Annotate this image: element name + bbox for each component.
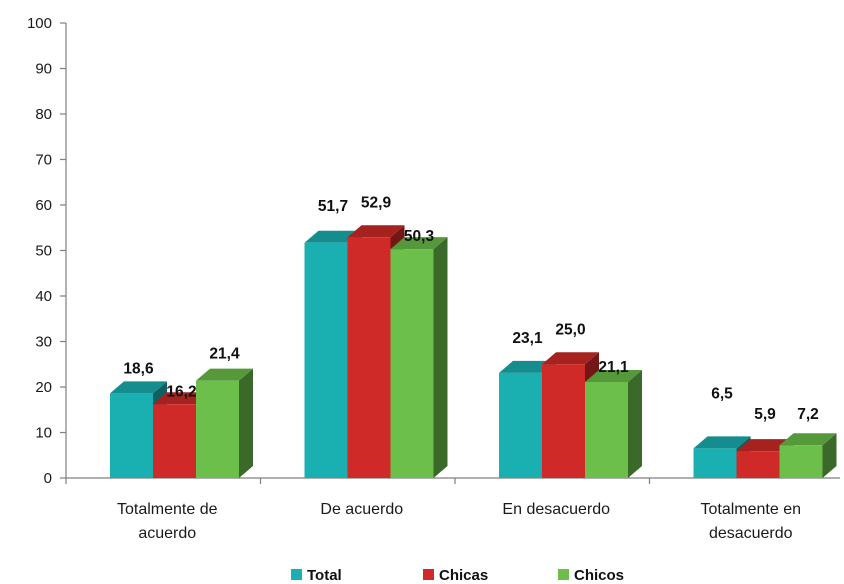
bar-top <box>693 436 751 449</box>
legend-label: Total <box>307 567 342 584</box>
bar-side <box>822 433 837 478</box>
y-tick-label: 0 <box>44 470 52 487</box>
data-label-total-4: 6,5 <box>711 385 733 402</box>
legend: Total Chicas Chicos <box>291 567 624 584</box>
bar-front <box>499 372 542 478</box>
bar-chicos-4 <box>779 433 837 478</box>
data-label-total-1: 18,6 <box>123 360 154 377</box>
x-category-label: Totalmente en <box>700 501 801 518</box>
bar-top <box>542 352 599 365</box>
x-category-label: En desacuerdo <box>502 501 610 518</box>
bar-front <box>736 451 780 478</box>
bar-front <box>196 380 239 478</box>
bar-front <box>110 393 153 478</box>
legend-item-chicas: Chicas <box>423 567 488 584</box>
data-label-chicas-1: 16,2 <box>166 383 196 400</box>
data-label-chicos-4: 7,2 <box>797 406 819 423</box>
bar-side <box>433 237 448 478</box>
bar-front <box>693 448 737 478</box>
bar-front <box>585 381 628 478</box>
bar-front <box>779 445 823 478</box>
bar-top <box>196 368 253 381</box>
bar-front <box>347 237 391 478</box>
data-label-total-2: 51,7 <box>318 198 348 215</box>
y-tick-label: 40 <box>35 288 52 305</box>
data-label-chicas-4: 5,9 <box>754 406 776 423</box>
bar-top <box>499 360 556 373</box>
data-label-chicas-2: 52,9 <box>361 194 392 211</box>
bar-front <box>153 404 196 478</box>
legend-label: Chicas <box>439 567 488 584</box>
y-tick-label: 60 <box>35 197 52 214</box>
data-label-chicos-1: 21,4 <box>209 346 240 363</box>
bar-top <box>736 439 794 452</box>
y-tick-label: 10 <box>35 425 52 442</box>
bar-chicos-3 <box>585 369 642 478</box>
bar-front <box>542 364 585 478</box>
bar-side <box>628 369 642 478</box>
legend-swatch <box>291 569 302 580</box>
bar-top <box>153 392 210 405</box>
bar-front <box>390 249 434 478</box>
bar-top <box>304 230 362 243</box>
bar-front <box>304 242 348 478</box>
y-tick-label: 70 <box>35 152 52 169</box>
x-category-label: De acuerdo <box>320 501 403 518</box>
bar-top <box>347 225 405 238</box>
bar-side <box>239 368 253 478</box>
legend-swatch <box>423 569 434 580</box>
x-axis-labels: Totalmente de acuerdo De acuerdo En desacue… <box>117 501 801 542</box>
y-tick-label: 30 <box>35 334 52 351</box>
y-tick-label: 90 <box>35 61 52 78</box>
legend-label: Chicos <box>574 567 624 584</box>
y-tick-label: 100 <box>27 15 52 32</box>
bar-top <box>779 433 837 446</box>
y-tick-label: 20 <box>35 379 52 396</box>
data-labels: 18,6 16,2 21,4 51,7 52,9 50,3 23,1 25,0 21,1 6,5 5… <box>123 194 818 423</box>
x-category-label: acuerdo <box>138 525 196 542</box>
bar-chicos-2 <box>390 237 448 478</box>
x-category-label: desacuerdo <box>709 525 793 542</box>
data-label-chicos-3: 21,1 <box>598 359 629 376</box>
bar-top <box>110 381 167 394</box>
bar-chicos-1 <box>196 368 253 478</box>
data-label-total-3: 23,1 <box>512 330 543 347</box>
data-label-chicas-3: 25,0 <box>555 321 585 338</box>
y-tick-label: 50 <box>35 243 52 260</box>
legend-item-chicos: Chicos <box>558 567 624 584</box>
legend-item-total: Total <box>291 567 342 584</box>
legend-swatch <box>558 569 569 580</box>
bar-top <box>585 369 642 382</box>
bars <box>110 225 837 478</box>
y-tick-label: 80 <box>35 106 52 123</box>
x-category-label: Totalmente de <box>117 501 218 518</box>
data-label-chicos-2: 50,3 <box>404 228 435 245</box>
bar-top <box>390 237 448 250</box>
